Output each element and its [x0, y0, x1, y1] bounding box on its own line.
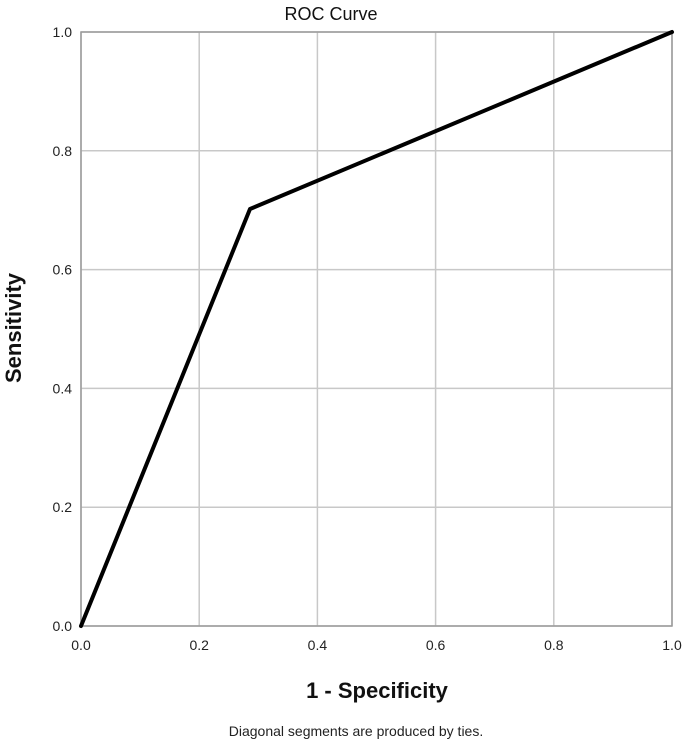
chart-title: ROC Curve	[284, 4, 377, 24]
series-layer	[79, 30, 674, 628]
y-axis-title: Sensitivity	[1, 272, 26, 383]
y-tick-label: 0.8	[53, 143, 73, 159]
roc-curve-line	[79, 30, 674, 628]
x-tick-label: 0.0	[71, 637, 91, 653]
x-tick-labels: 0.0 0.2 0.4 0.6 0.8 1.0	[71, 637, 682, 653]
x-tick-label: 1.0	[662, 637, 682, 653]
y-tick-label: 0.2	[53, 499, 73, 515]
x-tick-label: 0.4	[308, 637, 328, 653]
plot-frame	[80, 31, 673, 627]
x-tick-label: 0.8	[544, 637, 564, 653]
chart-footnote: Diagonal segments are produced by ties.	[229, 723, 483, 739]
y-tick-label: 0.4	[53, 380, 73, 396]
x-tick-label: 0.2	[189, 637, 209, 653]
y-tick-label: 1.0	[53, 24, 73, 40]
x-tick-label: 0.6	[426, 637, 446, 653]
y-tick-label: 0.6	[53, 262, 73, 278]
y-tick-labels: 0.0 0.2 0.4 0.6 0.8 1.0	[53, 24, 73, 634]
grid-layer	[80, 31, 673, 627]
x-axis-title: 1 - Specificity	[306, 678, 449, 703]
y-tick-label: 0.0	[53, 618, 73, 634]
